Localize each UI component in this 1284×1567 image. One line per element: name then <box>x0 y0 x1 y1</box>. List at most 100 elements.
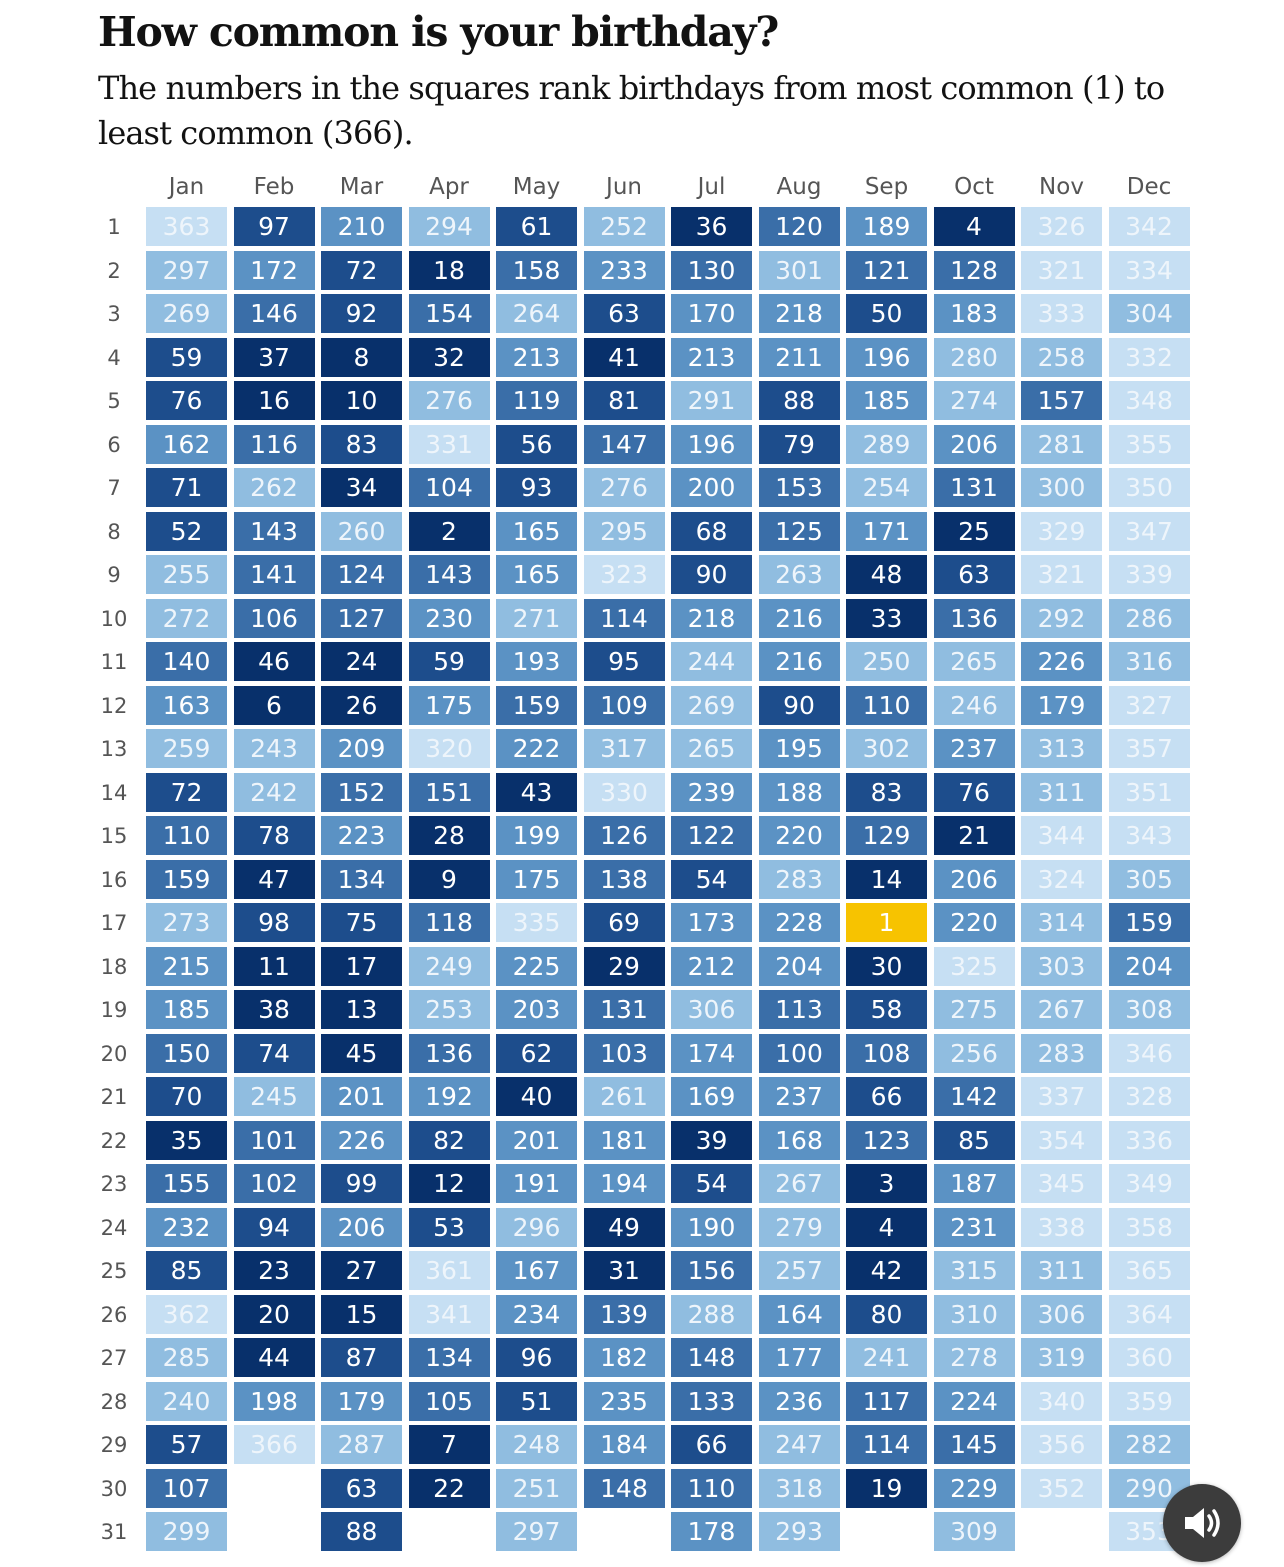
rank-cell: 126 <box>583 816 665 855</box>
rank-cell: 336 <box>1108 1120 1190 1160</box>
month-label: Sep <box>864 174 909 200</box>
rank-cell: 127 <box>321 598 402 638</box>
rank-cell: 345 <box>1021 1164 1102 1203</box>
rank-cell: 191 <box>496 1164 577 1203</box>
rank-cell: 153 <box>758 468 840 507</box>
day-label: 26 <box>100 1302 128 1327</box>
rank-cell: 163 <box>146 685 227 725</box>
rank-cell: 325 <box>933 946 1015 986</box>
rank-cell: 148 <box>671 1338 752 1377</box>
rank-cell: 97 <box>233 207 315 246</box>
day-label: 27 <box>100 1346 128 1370</box>
rank-cell: 17 <box>321 946 402 986</box>
rank-cell: 25 <box>933 511 1015 551</box>
rank-cell: 254 <box>846 468 927 507</box>
rank-cell: 231 <box>933 1207 1015 1247</box>
rank-cell: 131 <box>933 468 1015 507</box>
rank-cell: 274 <box>933 381 1015 420</box>
rank-cell: 141 <box>233 555 315 594</box>
rank-cell: 285 <box>146 1338 227 1377</box>
rank-cell: 179 <box>1021 685 1102 725</box>
rank-cell: 317 <box>583 729 665 768</box>
day-label: 17 <box>100 911 128 935</box>
rank-cell: 302 <box>846 729 927 768</box>
rank-cell: 297 <box>496 1512 577 1551</box>
rank-cell: 267 <box>758 1164 840 1203</box>
rank-cell: 151 <box>408 772 490 812</box>
month-label: Dec <box>1126 174 1172 200</box>
rank-cell: 201 <box>321 1077 402 1116</box>
rank-cell: 258 <box>1021 337 1102 377</box>
rank-cell: 247 <box>758 1425 840 1464</box>
rank-cell: 178 <box>671 1512 752 1551</box>
rank-cell: 36 <box>671 207 752 246</box>
rank-cell: 309 <box>933 1512 1015 1551</box>
rank-cell: 209 <box>321 729 402 768</box>
day-label: 10 <box>100 606 128 631</box>
sound-button[interactable] <box>1163 1484 1241 1562</box>
rank-cell: 305 <box>1108 859 1190 899</box>
rank-cell: 131 <box>583 990 665 1029</box>
rank-cell: 357 <box>1108 729 1190 768</box>
rank-cell: 280 <box>933 337 1015 377</box>
rank-cell: 194 <box>583 1164 665 1203</box>
rank-cell: 59 <box>408 642 490 681</box>
rank-cell: 15 <box>321 1294 402 1334</box>
page-title: How common is your birthday? <box>98 8 779 56</box>
rank-cell: 82 <box>408 1120 490 1160</box>
rank-cell: 12 <box>408 1164 490 1203</box>
page-subtitle: The numbers in the squares rank birthday… <box>98 69 1165 152</box>
rank-cell: 154 <box>408 294 490 333</box>
rank-cell: 93 <box>496 468 577 507</box>
rank-cell: 33 <box>846 598 927 638</box>
rank-cell: 360 <box>1108 1338 1190 1377</box>
rank-cell: 121 <box>846 250 927 290</box>
rank-cell: 94 <box>233 1207 315 1247</box>
rank-cell: 49 <box>583 1207 665 1247</box>
rank-cell: 224 <box>933 1381 1015 1421</box>
rank-cell: 134 <box>321 859 402 899</box>
rank-cell: 85 <box>933 1120 1015 1160</box>
day-label: 6 <box>107 432 121 457</box>
rank-cell: 81 <box>583 381 665 420</box>
rank-cell: 63 <box>583 294 665 333</box>
rank-cell: 185 <box>146 990 227 1029</box>
rank-cell: 31 <box>583 1251 665 1290</box>
rank-cell: 193 <box>496 642 577 681</box>
rank-cell: 148 <box>583 1468 665 1508</box>
rank-cell: 213 <box>496 337 577 377</box>
rank-cell: 39 <box>671 1120 752 1160</box>
rank-cell: 123 <box>846 1120 927 1160</box>
rank-cell: 321 <box>1021 555 1102 594</box>
rank-cell: 110 <box>846 685 927 725</box>
rank-cell: 210 <box>321 207 402 246</box>
month-label: Oct <box>954 174 994 200</box>
rank-cell: 26 <box>321 685 402 725</box>
rank-cell: 136 <box>408 1033 490 1073</box>
rank-cell: 110 <box>671 1468 752 1508</box>
rank-cell: 308 <box>1108 990 1190 1029</box>
rank-cell: 253 <box>408 990 490 1029</box>
rank-cell: 24 <box>321 642 402 681</box>
rank-cell: 232 <box>146 1207 227 1247</box>
rank-cell: 334 <box>1108 250 1190 290</box>
day-label: 19 <box>100 998 128 1022</box>
rank-cell: 14 <box>846 859 927 899</box>
rank-cell: 283 <box>1021 1033 1102 1073</box>
rank-cell: 318 <box>758 1468 840 1508</box>
rank-cell: 250 <box>846 642 927 681</box>
day-label: 21 <box>100 1085 128 1109</box>
rank-cell: 366 <box>233 1425 315 1464</box>
rank-cell: 206 <box>933 859 1015 899</box>
rank-cell: 28 <box>408 816 490 855</box>
day-label: 9 <box>107 563 121 587</box>
rank-cell: 177 <box>758 1338 840 1377</box>
rank-cell: 79 <box>758 424 840 464</box>
rank-cell: 343 <box>1108 816 1190 855</box>
rank-cell: 264 <box>496 294 577 333</box>
rank-cell: 319 <box>1021 1338 1102 1377</box>
rank-cell: 172 <box>233 250 315 290</box>
rank-cell: 303 <box>1021 946 1102 986</box>
rank-cell: 306 <box>1021 1294 1102 1334</box>
rank-cell: 101 <box>233 1120 315 1160</box>
